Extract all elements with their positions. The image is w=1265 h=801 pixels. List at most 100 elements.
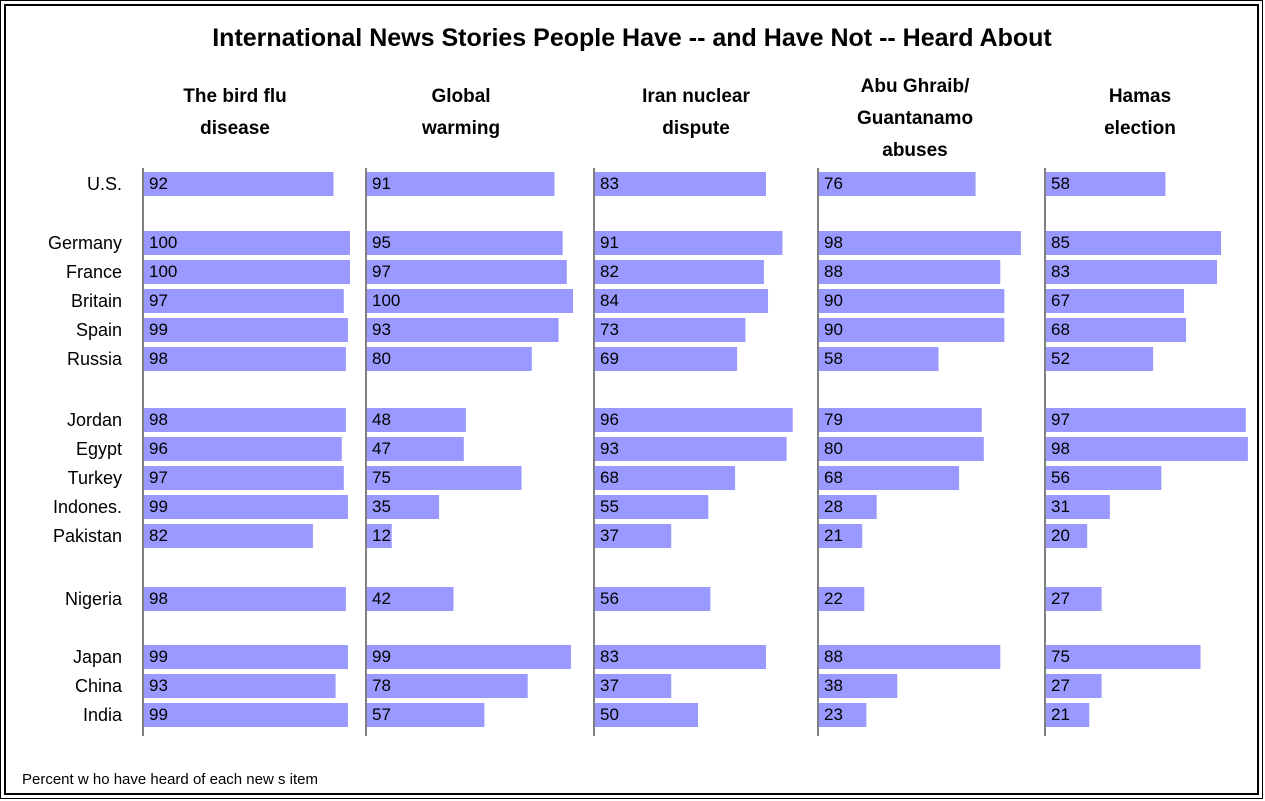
- column-header-line: Iran nuclear: [642, 86, 750, 107]
- data-label: 99: [149, 705, 168, 724]
- data-label: 93: [149, 676, 168, 695]
- country-label-u-s: U.S.: [87, 174, 122, 194]
- bar-the-bird-flu-disease-britain: [144, 289, 344, 313]
- data-label: 75: [1051, 647, 1070, 666]
- column-header-line: The bird flu: [183, 86, 286, 107]
- data-label: 56: [600, 589, 619, 608]
- bar-hamas-election-india: [1046, 703, 1090, 727]
- bar-the-bird-flu-disease-russia: [144, 347, 346, 371]
- country-label-spain: Spain: [76, 320, 122, 340]
- bar-the-bird-flu-disease-spain: [144, 318, 348, 342]
- data-label: 67: [1051, 291, 1070, 310]
- bar-hamas-election-turkey: [1046, 466, 1162, 490]
- bar-iran-nuclear-dispute-france: [595, 260, 764, 284]
- bar-global-warming-china: [367, 674, 528, 698]
- data-label: 80: [372, 349, 391, 368]
- panel-hamas-election: 58 85 83 67 68 52 97 98 56 31 20 27 75 27 21: [1044, 168, 1248, 736]
- bar-hamas-election-jordan: [1046, 408, 1246, 432]
- country-label-france: France: [66, 262, 122, 282]
- bar-abu-ghraib-guantanamo-abuses-pakistan: [819, 524, 863, 548]
- bar-iran-nuclear-dispute-spain: [595, 318, 746, 342]
- data-label: 97: [149, 468, 168, 487]
- data-label: 79: [824, 410, 843, 429]
- country-label-pakistan: Pakistan: [53, 526, 122, 546]
- data-label: 98: [149, 349, 168, 368]
- data-label: 85: [1051, 233, 1070, 252]
- bar-the-bird-flu-disease-france: [144, 260, 350, 284]
- data-label: 76: [824, 174, 843, 193]
- country-label-germany: Germany: [48, 233, 122, 253]
- bar-hamas-election-nigeria: [1046, 587, 1102, 611]
- bar-the-bird-flu-disease-indones: [144, 495, 348, 519]
- country-label-jordan: Jordan: [67, 410, 122, 430]
- bar-abu-ghraib-guantanamo-abuses-france: [819, 260, 1001, 284]
- data-label: 48: [372, 410, 391, 429]
- bar-the-bird-flu-disease-turkey: [144, 466, 344, 490]
- data-label: 83: [600, 174, 619, 193]
- bar-abu-ghraib-guantanamo-abuses-indones: [819, 495, 877, 519]
- data-label: 27: [1051, 676, 1070, 695]
- panel-abu-ghraib-guantanamo-abuses: 76 98 88 90 90 58 79 80 68 28 21 22 88 38 23: [817, 168, 1021, 736]
- country-label-japan: Japan: [73, 647, 122, 667]
- data-label: 98: [824, 233, 843, 252]
- bar-hamas-election-egypt: [1046, 437, 1248, 461]
- data-label: 50: [600, 705, 619, 724]
- bar-iran-nuclear-dispute-germany: [595, 231, 783, 255]
- data-label: 73: [600, 320, 619, 339]
- bar-iran-nuclear-dispute-pakistan: [595, 524, 672, 548]
- bar-iran-nuclear-dispute-india: [595, 703, 698, 727]
- chart-title: International News Stories People Have -…: [212, 24, 1052, 52]
- bar-hamas-election-spain: [1046, 318, 1187, 342]
- data-label: 97: [149, 291, 168, 310]
- bar-iran-nuclear-dispute-turkey: [595, 466, 736, 490]
- data-label: 20: [1051, 526, 1070, 545]
- bar-iran-nuclear-dispute-u-s: [595, 172, 766, 196]
- data-label: 84: [600, 291, 619, 310]
- data-label: 100: [149, 262, 177, 281]
- bar-iran-nuclear-dispute-britain: [595, 289, 769, 313]
- column-header-the-bird-flu-disease: The bird flu disease: [183, 86, 286, 139]
- bar-hamas-election-russia: [1046, 347, 1154, 371]
- data-label: 100: [149, 233, 177, 252]
- data-label: 91: [600, 233, 619, 252]
- column-header-line: Abu Ghraib/: [861, 76, 970, 97]
- country-label-india: India: [83, 705, 123, 725]
- column-header-global-warming: Global warming: [421, 86, 500, 139]
- bar-abu-ghraib-guantanamo-abuses-turkey: [819, 466, 960, 490]
- column-header-line: dispute: [662, 118, 730, 139]
- data-label: 21: [824, 526, 843, 545]
- panel-global-warming: 91 95 97 100 93 80 48 47 75 35 12 42 99 78 57: [365, 168, 573, 736]
- column-header-abu-ghraib-guantanamo-abuses: Abu Ghraib/Guantanamo abuses: [857, 76, 973, 161]
- column-header-line: warming: [421, 118, 500, 139]
- bar-hamas-election-france: [1046, 260, 1217, 284]
- column-header-line: disease: [200, 118, 270, 139]
- bar-global-warming-india: [367, 703, 485, 727]
- bar-iran-nuclear-dispute-nigeria: [595, 587, 711, 611]
- bar-abu-ghraib-guantanamo-abuses-russia: [819, 347, 939, 371]
- chart-note: Percent w ho have heard of each new s it…: [22, 771, 318, 788]
- bar-hamas-election-germany: [1046, 231, 1222, 255]
- bar-iran-nuclear-dispute-jordan: [595, 408, 793, 432]
- data-label: 82: [149, 526, 168, 545]
- bar-panels: 92 100 100 97 99 98 98 96 97 99 82 98 99 93 99 91 95 97 10…: [142, 168, 1248, 736]
- bar-hamas-election-china: [1046, 674, 1102, 698]
- data-label: 98: [149, 589, 168, 608]
- data-label: 75: [372, 468, 391, 487]
- chart-frame-inner: [4, 4, 1259, 795]
- bar-hamas-election-u-s: [1046, 172, 1166, 196]
- data-label: 55: [600, 497, 619, 516]
- country-label-russia: Russia: [67, 349, 123, 369]
- bar-the-bird-flu-disease-nigeria: [144, 587, 346, 611]
- country-labels: U.S. Germany France Britain Spain Russia Jorda…: [48, 174, 123, 725]
- data-label: 93: [600, 439, 619, 458]
- bar-abu-ghraib-guantanamo-abuses-india: [819, 703, 867, 727]
- panel-iran-nuclear-dispute: 83 91 82 84 73 69 96 93 68 55 37 56 83 37 50: [593, 168, 793, 736]
- bar-global-warming-u-s: [367, 172, 555, 196]
- data-label: 83: [1051, 262, 1070, 281]
- data-label: 23: [824, 705, 843, 724]
- bar-abu-ghraib-guantanamo-abuses-jordan: [819, 408, 982, 432]
- data-label: 58: [1051, 174, 1070, 193]
- data-label: 21: [1051, 705, 1070, 724]
